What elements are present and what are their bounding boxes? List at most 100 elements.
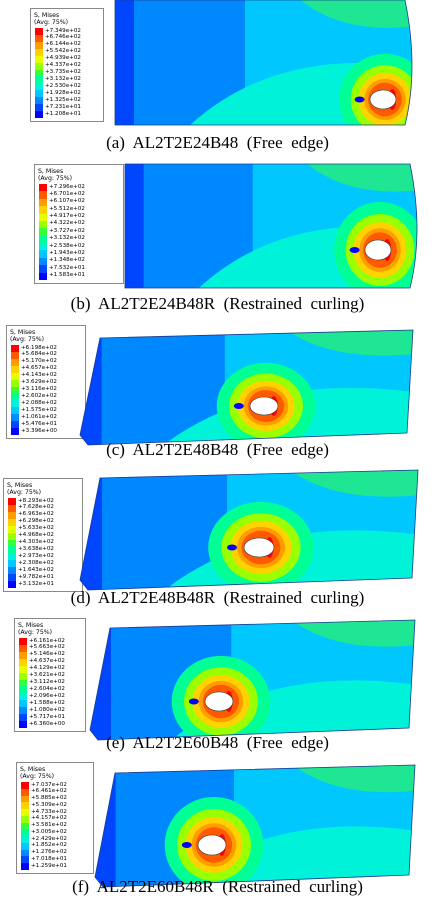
legend-header: S, Mises (20, 766, 46, 773)
legend-value: +5.633e+02 (18, 525, 54, 532)
legend-swatch (19, 700, 27, 708)
legend-header: (Avg: 75%) (20, 773, 55, 780)
stress-legend: S, Mises (Avg: 75%) +7.349e+02 +6.746e+02 +6… (30, 8, 104, 122)
legend-value: +7.532e+01 (49, 264, 85, 271)
legend-swatch (19, 707, 27, 715)
legend-value: +5.663e+02 (29, 644, 65, 651)
legend-value: +7.037e+02 (31, 781, 67, 788)
legend-value: +1.583e+01 (49, 272, 85, 279)
legend-value: +3.132e+02 (45, 75, 81, 82)
stress-field (282, 470, 418, 497)
stress-contour-band (237, 526, 285, 569)
legend-swatch (11, 421, 19, 429)
legend-swatch (21, 856, 29, 864)
legend-value: +3.396e+00 (21, 427, 57, 434)
stress-field (285, 620, 415, 647)
legend-value: +6.298e+02 (18, 518, 54, 525)
legend-value: +5.684e+02 (21, 351, 57, 358)
legend-swatch (21, 822, 29, 830)
legend-header: S, Mises (7, 482, 33, 489)
legend-swatch (19, 665, 27, 673)
legend-swatch (21, 802, 29, 810)
stress-contour-band (230, 521, 292, 574)
stress-legend: S, Mises (Avg: 75%) +8.293e+02 +7.628e+02 +6… (3, 478, 83, 592)
legend-value: +6.701e+02 (49, 190, 85, 197)
stress-min-spot (349, 247, 360, 253)
legend-value: +5.512e+02 (49, 205, 85, 212)
bolt-hole (197, 834, 227, 856)
stress-field (279, 330, 413, 356)
stress-min-spot (181, 842, 192, 848)
legend-swatch (8, 546, 16, 554)
legend-swatch (11, 351, 19, 360)
legend-value: +3.581e+02 (31, 822, 67, 829)
stress-contour-band (334, 202, 417, 288)
legend-value: +3.638e+02 (18, 545, 54, 552)
legend-value: +2.530e+02 (45, 82, 81, 89)
stress-contour-band (177, 809, 251, 881)
legend-value: +4.968e+02 (18, 532, 54, 539)
legend-swatch (39, 228, 47, 237)
stress-field (80, 470, 228, 590)
legend-value: +1.852e+02 (31, 842, 67, 849)
plate-outline (114, 0, 413, 126)
plate-outline (89, 619, 416, 741)
legend-swatch (35, 97, 43, 105)
legend-swatch (19, 644, 27, 653)
legend-value: +4.157e+02 (31, 815, 67, 822)
legend-value: +1.061e+02 (21, 413, 57, 420)
legend-swatch (39, 213, 47, 222)
stress-peak (269, 396, 278, 416)
stress-peak (383, 239, 392, 261)
plate-outline (79, 329, 414, 446)
legend-swatch (19, 651, 27, 660)
legend-swatch (21, 809, 29, 817)
legend-header: (Avg: 75%) (38, 175, 73, 182)
bolt-hole (249, 396, 279, 416)
legend-header: S, Mises (34, 12, 60, 19)
legend-value: +1.208e+01 (45, 110, 81, 117)
stress-field (115, 0, 134, 125)
legend-value: +7.231e+01 (45, 103, 81, 110)
stress-field (302, 164, 417, 192)
legend-value: +7.296e+02 (49, 183, 85, 190)
legend-value: +1.928e+02 (45, 89, 81, 96)
legend-swatch (11, 407, 19, 415)
legend-value: +2.604e+02 (29, 685, 65, 692)
legend-value: +5.146e+02 (29, 651, 65, 658)
stress-legend: S, Mises (Avg: 75%) +6.161e+02 +5.663e+02 +5… (14, 618, 86, 732)
legend-value: +2.429e+02 (31, 835, 67, 842)
legend-value: +1.325e+02 (45, 96, 81, 103)
bolt-hole (364, 239, 392, 261)
stress-contour-band (345, 214, 415, 286)
legend-swatch (11, 428, 19, 436)
plate-outline (124, 163, 418, 289)
panel-caption: (c) AL2T2E48B48 (Free edge) (106, 440, 329, 459)
legend-swatch (35, 62, 43, 70)
legend-swatch (21, 829, 29, 837)
stress-field (115, 0, 412, 125)
stress-contour-band (216, 362, 316, 445)
legend-value: +5.476e+01 (21, 420, 57, 427)
legend-swatch (21, 782, 29, 790)
legend-swatch (11, 345, 19, 353)
legend-swatch (39, 235, 47, 244)
legend-swatch (39, 191, 47, 200)
stress-contour-band (364, 78, 406, 121)
legend-swatch (39, 243, 47, 251)
legend-swatch (39, 250, 47, 259)
legend-swatch (8, 511, 16, 520)
legend-value: +9.782e+01 (18, 573, 54, 580)
stress-min-spot (354, 96, 365, 103)
legend-value: +7.628e+02 (18, 504, 54, 511)
legend-swatch (8, 504, 16, 513)
legend-swatch (8, 525, 16, 533)
legend-value: +6.963e+02 (18, 511, 54, 518)
legend-swatch (35, 104, 43, 112)
legend-value: +1.348e+02 (49, 257, 85, 264)
stress-contour-band (247, 390, 285, 422)
legend-value: +1.575e+02 (21, 406, 57, 413)
legend-value: +5.885e+02 (31, 795, 67, 802)
legend-swatch (21, 788, 29, 796)
legend-value: +4.637e+02 (29, 658, 65, 665)
